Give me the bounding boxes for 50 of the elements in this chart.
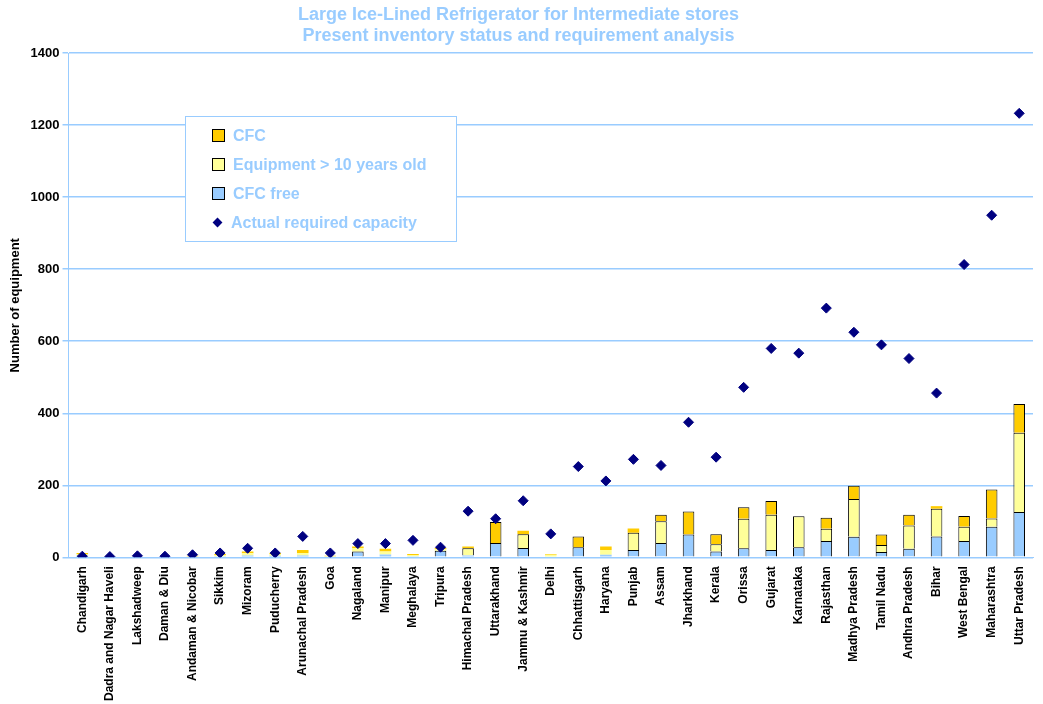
x-tick-label: Delhi [543,566,558,596]
x-tick-label: Jammu & Kashmir [515,565,530,672]
x-tick-label: Tripura [432,565,447,607]
x-tick-label: Jharkhand [680,566,695,627]
x-tick-label: Nagaland [350,566,365,621]
y-tick-label: 800 [37,260,60,276]
x-tick-label: Meghalaya [405,565,420,628]
x-tick-label: Uttarakhand [487,566,502,637]
x-tick-label: Bihar [928,565,943,597]
x-tick-label: Chandigarh [74,566,89,633]
x-tick-label: Assam [653,566,668,606]
x-tick-label: Daman & Diu [157,566,172,641]
legend-label: Equipment > 10 years old [233,155,427,174]
y-tick-label: 1400 [30,44,60,60]
chart-subtitle: Present inventory status and requirement analysis [302,25,735,46]
legend-label: Actual required capacity [231,213,417,232]
x-tick-label: Dadra and Nagar Haveli [102,566,117,701]
x-tick-label: Arunachal Pradesh [295,566,310,676]
x-tick-label: Andhra Pradesh [901,566,916,659]
x-tick-label: Haryana [598,565,613,614]
x-tick-label: Goa [322,565,337,590]
legend-label: CFC free [233,184,300,203]
y-tick-label: 200 [37,476,60,492]
x-tick-label: Punjab [625,566,640,607]
y-axis-title: Number of equipment [7,237,23,373]
y-tick-label: 400 [37,404,60,420]
y-tick-label: 600 [37,332,60,348]
x-tick-label: Uttar Pradesh [1011,566,1026,645]
y-tick-label: 0 [52,548,60,564]
x-tick-label: Andaman & Nicobar [184,565,199,681]
chart-title: Large Ice-Lined Refrigerator for Intermediate stores [297,3,740,24]
x-tick-label: Gujarat [763,566,778,609]
x-tick-label: Lakshadweep [129,566,144,645]
x-tick-label: Himachal Pradesh [460,566,475,671]
x-tick-label: Maharashtra [983,565,998,638]
x-tick-label: Chhattisgarh [570,566,585,641]
legend-label: CFC [233,126,266,145]
x-tick-label: Tamil Nadu [873,566,888,631]
x-tick-label: Manipur [377,565,392,613]
x-tick-label: Madhya Pradesh [846,566,861,662]
y-tick-label: 1000 [30,188,60,204]
x-tick-label: Rajasthan [818,566,833,624]
x-tick-label: West Bengal [956,566,971,639]
x-tick-label: Kerala [708,565,723,603]
x-tick-label: Orissa [735,565,750,604]
x-tick-label: Karnataka [791,565,806,625]
x-tick-label: Puducherry [267,565,282,633]
x-tick-label: Mizoram [239,566,254,615]
x-tick-label: Sikkim [212,566,227,605]
y-tick-label: 1200 [30,116,60,132]
